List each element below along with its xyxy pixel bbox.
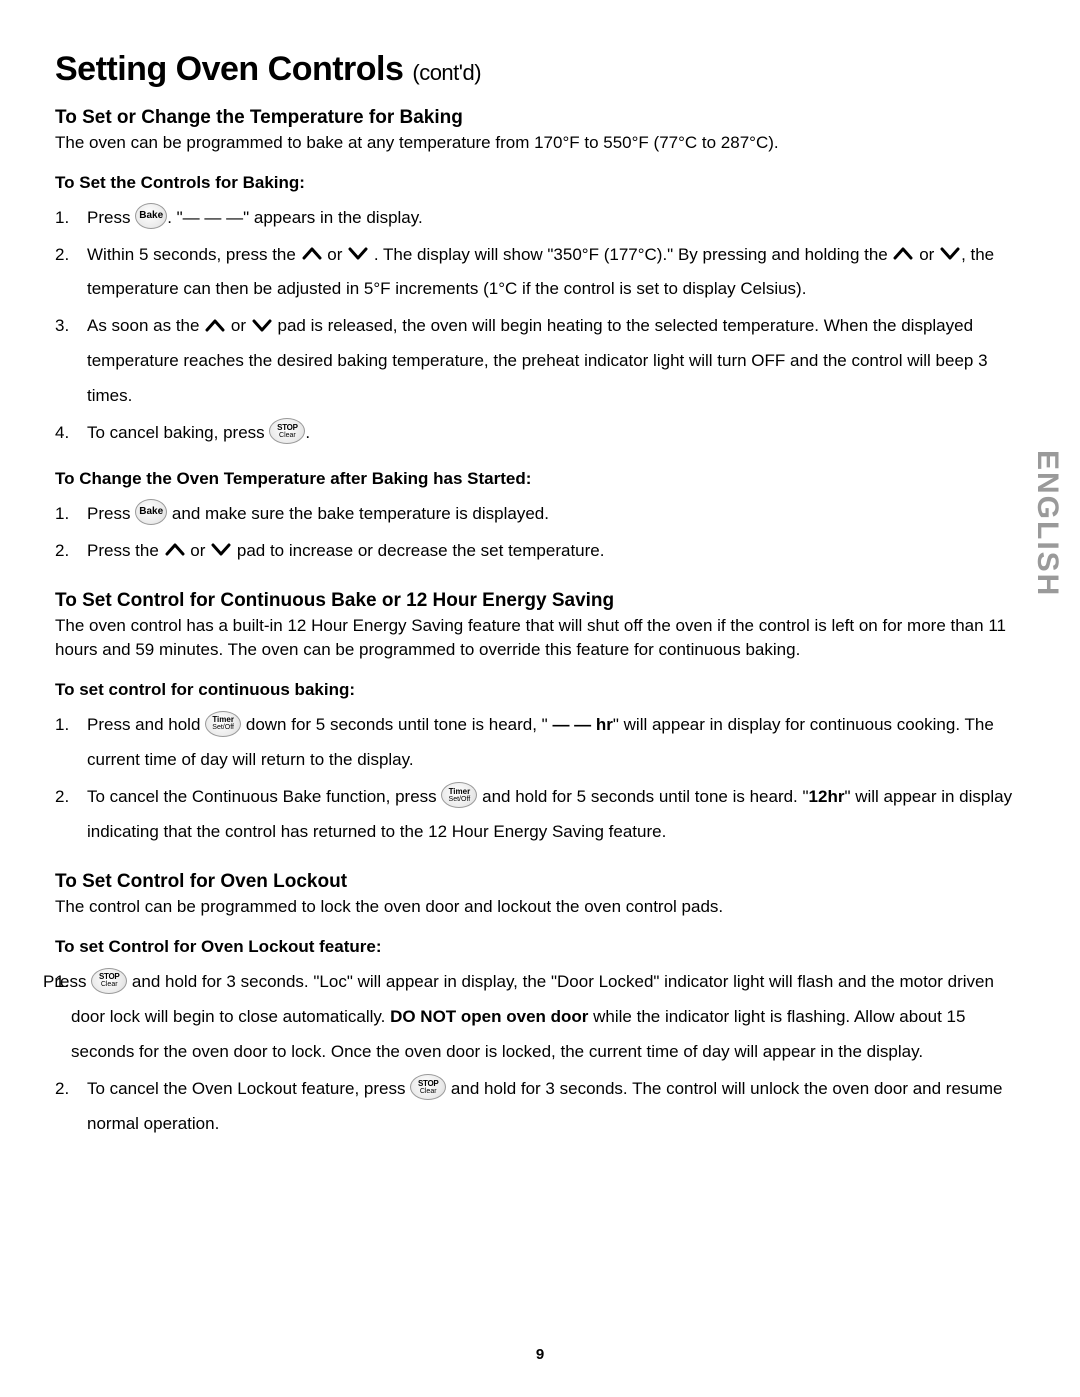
timer-button-icon: TimerSet/Off <box>205 711 241 737</box>
section3-subheading: To set Control for Oven Lockout feature: <box>55 937 1032 957</box>
title-contd: (cont'd) <box>412 60 481 85</box>
stop-clear-button-icon: STOPClear <box>410 1074 446 1100</box>
stop-clear-button-icon: STOPClear <box>269 418 305 444</box>
down-arrow-icon <box>251 318 273 332</box>
bake-button-icon: Bake <box>135 203 167 229</box>
section2-heading: To Set Control for Continuous Bake or 12… <box>55 590 1032 612</box>
stop-clear-button-icon: STOPClear <box>91 968 127 994</box>
list-item: 2. Press the or pad to increase or decre… <box>55 534 1025 569</box>
section3-list: 1. Press STOPClear and hold for 3 second… <box>55 965 1032 1141</box>
section1b-subheading: To Change the Oven Temperature after Bak… <box>55 469 1032 489</box>
section1a-list: 1. Press Bake. "— — —" appears in the di… <box>55 201 1032 451</box>
list-item: 2. Within 5 seconds, press the or . The … <box>55 238 1025 308</box>
list-item: 1. Press Bake and make sure the bake tem… <box>55 497 1025 532</box>
section2-intro: The oven control has a built-in 12 Hour … <box>55 614 1025 662</box>
bake-button-icon: Bake <box>135 499 167 525</box>
section1-heading: To Set or Change the Temperature for Bak… <box>55 107 1032 129</box>
timer-button-icon: TimerSet/Off <box>441 782 477 808</box>
list-item: 2. To cancel the Continuous Bake functio… <box>55 780 1025 850</box>
section2-subheading: To set control for continuous baking: <box>55 680 1032 700</box>
section1a-subheading: To Set the Controls for Baking: <box>55 173 1032 193</box>
page-title: Setting Oven Controls (cont'd) <box>55 50 1032 89</box>
list-item: 1. Press STOPClear and hold for 3 second… <box>55 965 1025 1070</box>
up-arrow-icon <box>164 542 186 556</box>
section3-intro: The control can be programmed to lock th… <box>55 895 1025 919</box>
up-arrow-icon <box>204 318 226 332</box>
section1b-list: 1. Press Bake and make sure the bake tem… <box>55 497 1032 569</box>
list-item: 4. To cancel baking, press STOPClear. <box>55 416 1025 451</box>
down-arrow-icon <box>939 246 961 260</box>
title-main: Setting Oven Controls <box>55 50 403 88</box>
down-arrow-icon <box>210 542 232 556</box>
language-side-label: ENGLISH <box>1030 450 1064 597</box>
down-arrow-icon <box>347 246 369 260</box>
list-item: 2. To cancel the Oven Lockout feature, p… <box>55 1072 1025 1142</box>
list-item: 1. Press Bake. "— — —" appears in the di… <box>55 201 1025 236</box>
list-item: 1. Press and hold TimerSet/Off down for … <box>55 708 1025 778</box>
section1-intro: The oven can be programmed to bake at an… <box>55 131 1025 155</box>
section2-list: 1. Press and hold TimerSet/Off down for … <box>55 708 1032 849</box>
list-item: 3. As soon as the or pad is released, th… <box>55 309 1025 414</box>
up-arrow-icon <box>301 246 323 260</box>
up-arrow-icon <box>892 246 914 260</box>
section3-heading: To Set Control for Oven Lockout <box>55 871 1032 893</box>
page-number: 9 <box>536 1346 544 1363</box>
